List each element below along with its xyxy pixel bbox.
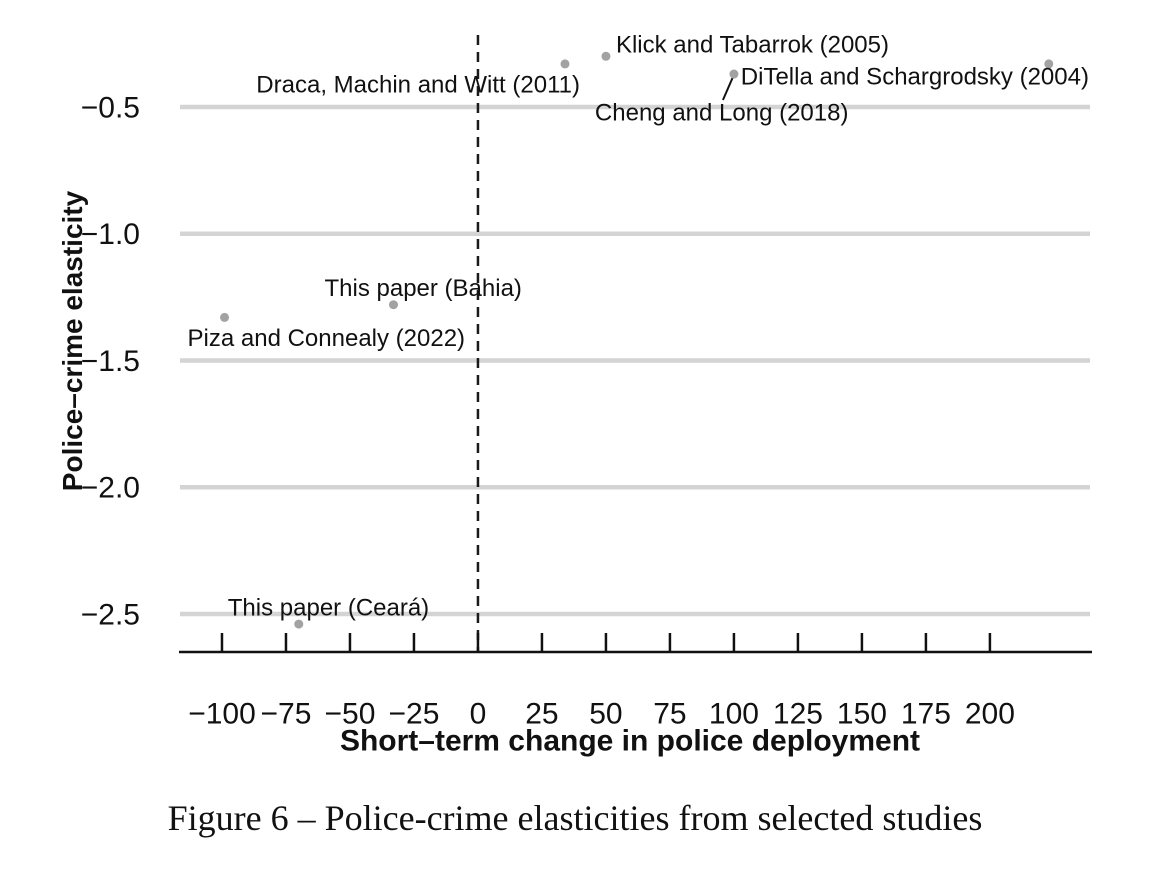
figure-caption: Figure 6 – Police-crime elasticities fro… <box>167 798 983 838</box>
point-label: Piza and Connealy (2022) <box>188 325 466 352</box>
x-tick-label: 125 <box>773 698 823 731</box>
data-point <box>601 51 611 61</box>
x-tick-label: 0 <box>470 698 487 731</box>
y-tick-label: −2.5 <box>81 598 140 631</box>
x-tick-label: −25 <box>389 698 440 731</box>
x-tick-label: 50 <box>589 698 622 731</box>
data-point <box>729 69 739 79</box>
x-tick-label: 175 <box>901 698 951 731</box>
x-tick-label: 200 <box>965 698 1015 731</box>
x-tick-label: 100 <box>709 698 759 731</box>
y-tick-labels: −0.5 −1.0 −1.5 −2.0 −2.5 <box>81 91 140 631</box>
gridlines <box>180 104 1090 617</box>
x-axis-title: Short–term change in police deployment <box>340 725 920 758</box>
point-label: Cheng and Long (2018) <box>595 99 849 126</box>
point-labels: Klick and Tabarrok (2005) Draca, Machin a… <box>188 32 1089 622</box>
point-label: Klick and Tabarrok (2005) <box>616 32 889 59</box>
y-tick-label: −2.0 <box>81 472 140 505</box>
x-tick-labels: −100 −75 −50 −25 0 25 50 75 100 125 150 175 200 <box>188 698 1015 731</box>
x-axis <box>179 633 1092 654</box>
y-tick-label: −0.5 <box>81 91 140 124</box>
x-tick-label: −100 <box>188 698 256 731</box>
y-tick-label: −1.0 <box>81 218 140 251</box>
y-tick-label: −1.5 <box>81 345 140 378</box>
label-leader-lines <box>722 76 734 101</box>
leader-line <box>722 76 734 101</box>
scatter-chart: −100 −75 −50 −25 0 25 50 75 100 125 150 175 200 −0.5… <box>57 32 1092 758</box>
data-point <box>294 619 304 629</box>
x-tick-label: −75 <box>261 698 312 731</box>
point-label: Draca, Machin and Witt (2011) <box>256 71 580 98</box>
x-tick-label: 25 <box>525 698 558 731</box>
x-tick-label: 75 <box>653 698 686 731</box>
axis-titles: Short–term change in police deployment Po… <box>57 190 920 757</box>
data-point <box>560 59 570 69</box>
data-point <box>1044 59 1054 69</box>
data-points <box>220 51 1054 629</box>
y-axis-title: Police–crime elasticity <box>57 190 88 491</box>
point-label: This paper (Ceará) <box>228 595 429 622</box>
data-point <box>220 312 230 322</box>
x-tick-label: 150 <box>837 698 887 731</box>
data-point <box>388 300 398 310</box>
point-label: This paper (Bahia) <box>324 275 521 302</box>
x-tick-label: −50 <box>325 698 376 731</box>
point-label: DiTella and Schargrodsky (2004) <box>741 63 1089 90</box>
